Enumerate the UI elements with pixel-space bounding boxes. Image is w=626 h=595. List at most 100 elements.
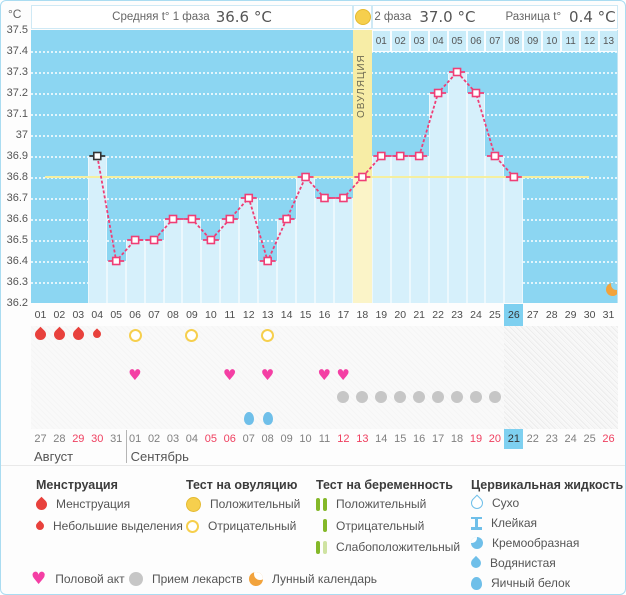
legend-item: ♥ Половой акт <box>31 570 125 588</box>
ovulation-marker-icon <box>354 9 371 25</box>
phase2-value: 37.0 °C <box>419 8 476 26</box>
date-cell[interactable]: 26 <box>602 433 615 445</box>
phase2-day-cell: 03 <box>409 30 429 52</box>
gridline <box>31 177 617 179</box>
date-cell[interactable]: 05 <box>204 433 217 445</box>
date-cell[interactable]: 02 <box>147 433 161 445</box>
date-cell[interactable]: 23 <box>545 433 558 445</box>
date-cell[interactable]: 16 <box>413 433 426 445</box>
cycle-day-cell[interactable]: 11 <box>224 309 236 321</box>
date-cell[interactable]: 08 <box>261 433 274 445</box>
temp-point-marker <box>339 193 348 203</box>
cycle-day-cell[interactable]: 13 <box>261 309 274 321</box>
cycle-day-cell[interactable]: 14 <box>280 309 293 321</box>
date-cell[interactable]: 13 <box>356 433 369 445</box>
cycle-day-cell[interactable]: 26 <box>504 304 524 326</box>
date-cell[interactable]: 07 <box>242 433 255 445</box>
date-cell[interactable]: 10 <box>299 433 312 445</box>
cycle-day-cell[interactable]: 27 <box>526 309 539 321</box>
legend-item-label: Лунный календарь <box>272 572 378 586</box>
temp-area-column <box>409 156 429 303</box>
date-cell[interactable]: 22 <box>526 433 539 445</box>
legend-item: Яичный белок <box>471 574 570 592</box>
medication-icon <box>451 391 464 403</box>
cycle-day-cell[interactable]: 07 <box>148 309 160 321</box>
cycle-day-cell[interactable]: 24 <box>470 309 482 321</box>
date-cell[interactable]: 06 <box>223 433 236 445</box>
date-cell[interactable]: 28 <box>53 433 66 445</box>
gridline <box>31 51 617 53</box>
date-cell[interactable]: 14 <box>375 433 388 445</box>
date-cell[interactable]: 04 <box>185 433 199 445</box>
cycle-day-cell[interactable]: 16 <box>318 309 331 321</box>
cf-eggwhite-icon <box>471 576 482 590</box>
cycle-day-cell[interactable]: 10 <box>205 309 217 321</box>
cycle-day-cell[interactable]: 25 <box>489 309 501 321</box>
cycle-day-cell[interactable]: 20 <box>394 309 407 321</box>
cycle-day-cell[interactable]: 15 <box>299 309 312 321</box>
cycle-day-cell[interactable]: 19 <box>375 309 388 321</box>
legend-item-label: Положительный <box>210 497 301 511</box>
y-tick-label: 36.4 <box>6 255 28 267</box>
cycle-day-cell[interactable]: 12 <box>242 309 255 321</box>
cycle-day-cell[interactable]: 03 <box>72 309 85 321</box>
cycle-day-cell[interactable]: 18 <box>356 309 369 321</box>
legend-item-label: Клейкая <box>491 516 538 530</box>
date-cell[interactable]: 15 <box>394 433 407 445</box>
cycle-day-cell[interactable]: 21 <box>413 309 425 321</box>
cycle-day-cell[interactable]: 02 <box>53 309 66 321</box>
cycle-day-cell[interactable]: 09 <box>186 309 198 321</box>
cycle-day-cell[interactable]: 23 <box>451 309 463 321</box>
cycle-day-cell[interactable]: 06 <box>129 309 141 321</box>
date-cell[interactable]: 20 <box>488 433 502 445</box>
y-tick-label: 36.9 <box>6 150 28 162</box>
date-cell[interactable]: 03 <box>166 433 180 445</box>
date-cell[interactable]: 17 <box>431 433 445 445</box>
circle-outline-icon <box>186 519 199 533</box>
temp-area-column <box>447 72 467 303</box>
cycle-day-cell[interactable]: 08 <box>167 309 179 321</box>
date-cell[interactable]: 18 <box>450 433 464 445</box>
cycle-day-cell[interactable]: 04 <box>91 309 104 321</box>
date-cell[interactable]: 12 <box>337 433 350 445</box>
temp-area-column <box>315 198 334 303</box>
cycle-day-cell[interactable]: 01 <box>34 309 47 321</box>
date-cell[interactable]: 19 <box>469 433 483 445</box>
date-cell[interactable]: 24 <box>564 433 577 445</box>
date-cell[interactable]: 27 <box>34 433 47 445</box>
date-cell[interactable]: 31 <box>110 433 123 445</box>
cycle-day-cell[interactable]: 31 <box>602 309 615 321</box>
legend-item-label: Отрицательный <box>336 518 425 533</box>
bars-weak-icon <box>316 540 327 554</box>
cycle-day-cell[interactable]: 05 <box>110 309 123 321</box>
phase2-day-cell: 12 <box>580 30 600 52</box>
legend-item-label: Менструация <box>56 497 131 511</box>
cycle-day-cell[interactable]: 28 <box>545 309 558 321</box>
date-cell[interactable]: 11 <box>318 433 331 445</box>
y-tick-label: 36.7 <box>6 192 28 204</box>
intercourse-icon: ♥ <box>128 366 142 384</box>
cycle-day-cell[interactable]: 29 <box>564 309 577 321</box>
bars-negative-icon <box>316 519 327 532</box>
date-cell[interactable]: 29 <box>72 433 85 445</box>
temp-area-column <box>182 219 202 303</box>
temp-point-marker <box>244 193 254 203</box>
legend-item: Положительный <box>316 495 426 513</box>
date-cell[interactable]: 01 <box>129 433 142 445</box>
cycle-day-cell[interactable]: 22 <box>432 309 444 321</box>
date-cell[interactable]: 09 <box>280 433 293 445</box>
ibeam-part <box>471 527 482 530</box>
temp-point-marker <box>471 88 481 98</box>
cycle-day-cell[interactable]: 30 <box>583 309 596 321</box>
legend-item-label: Положительный <box>336 497 427 511</box>
medication-icon <box>337 391 350 403</box>
temp-point-marker <box>433 88 443 98</box>
phase2-day-cell: 08 <box>504 30 524 52</box>
date-cell[interactable]: 30 <box>91 433 104 445</box>
temperature-polyline <box>96 70 515 264</box>
temp-point-marker <box>395 151 405 161</box>
cycle-day-cell[interactable]: 17 <box>337 309 350 321</box>
date-cell[interactable]: 21 <box>504 429 524 449</box>
date-cell[interactable]: 25 <box>583 433 596 445</box>
